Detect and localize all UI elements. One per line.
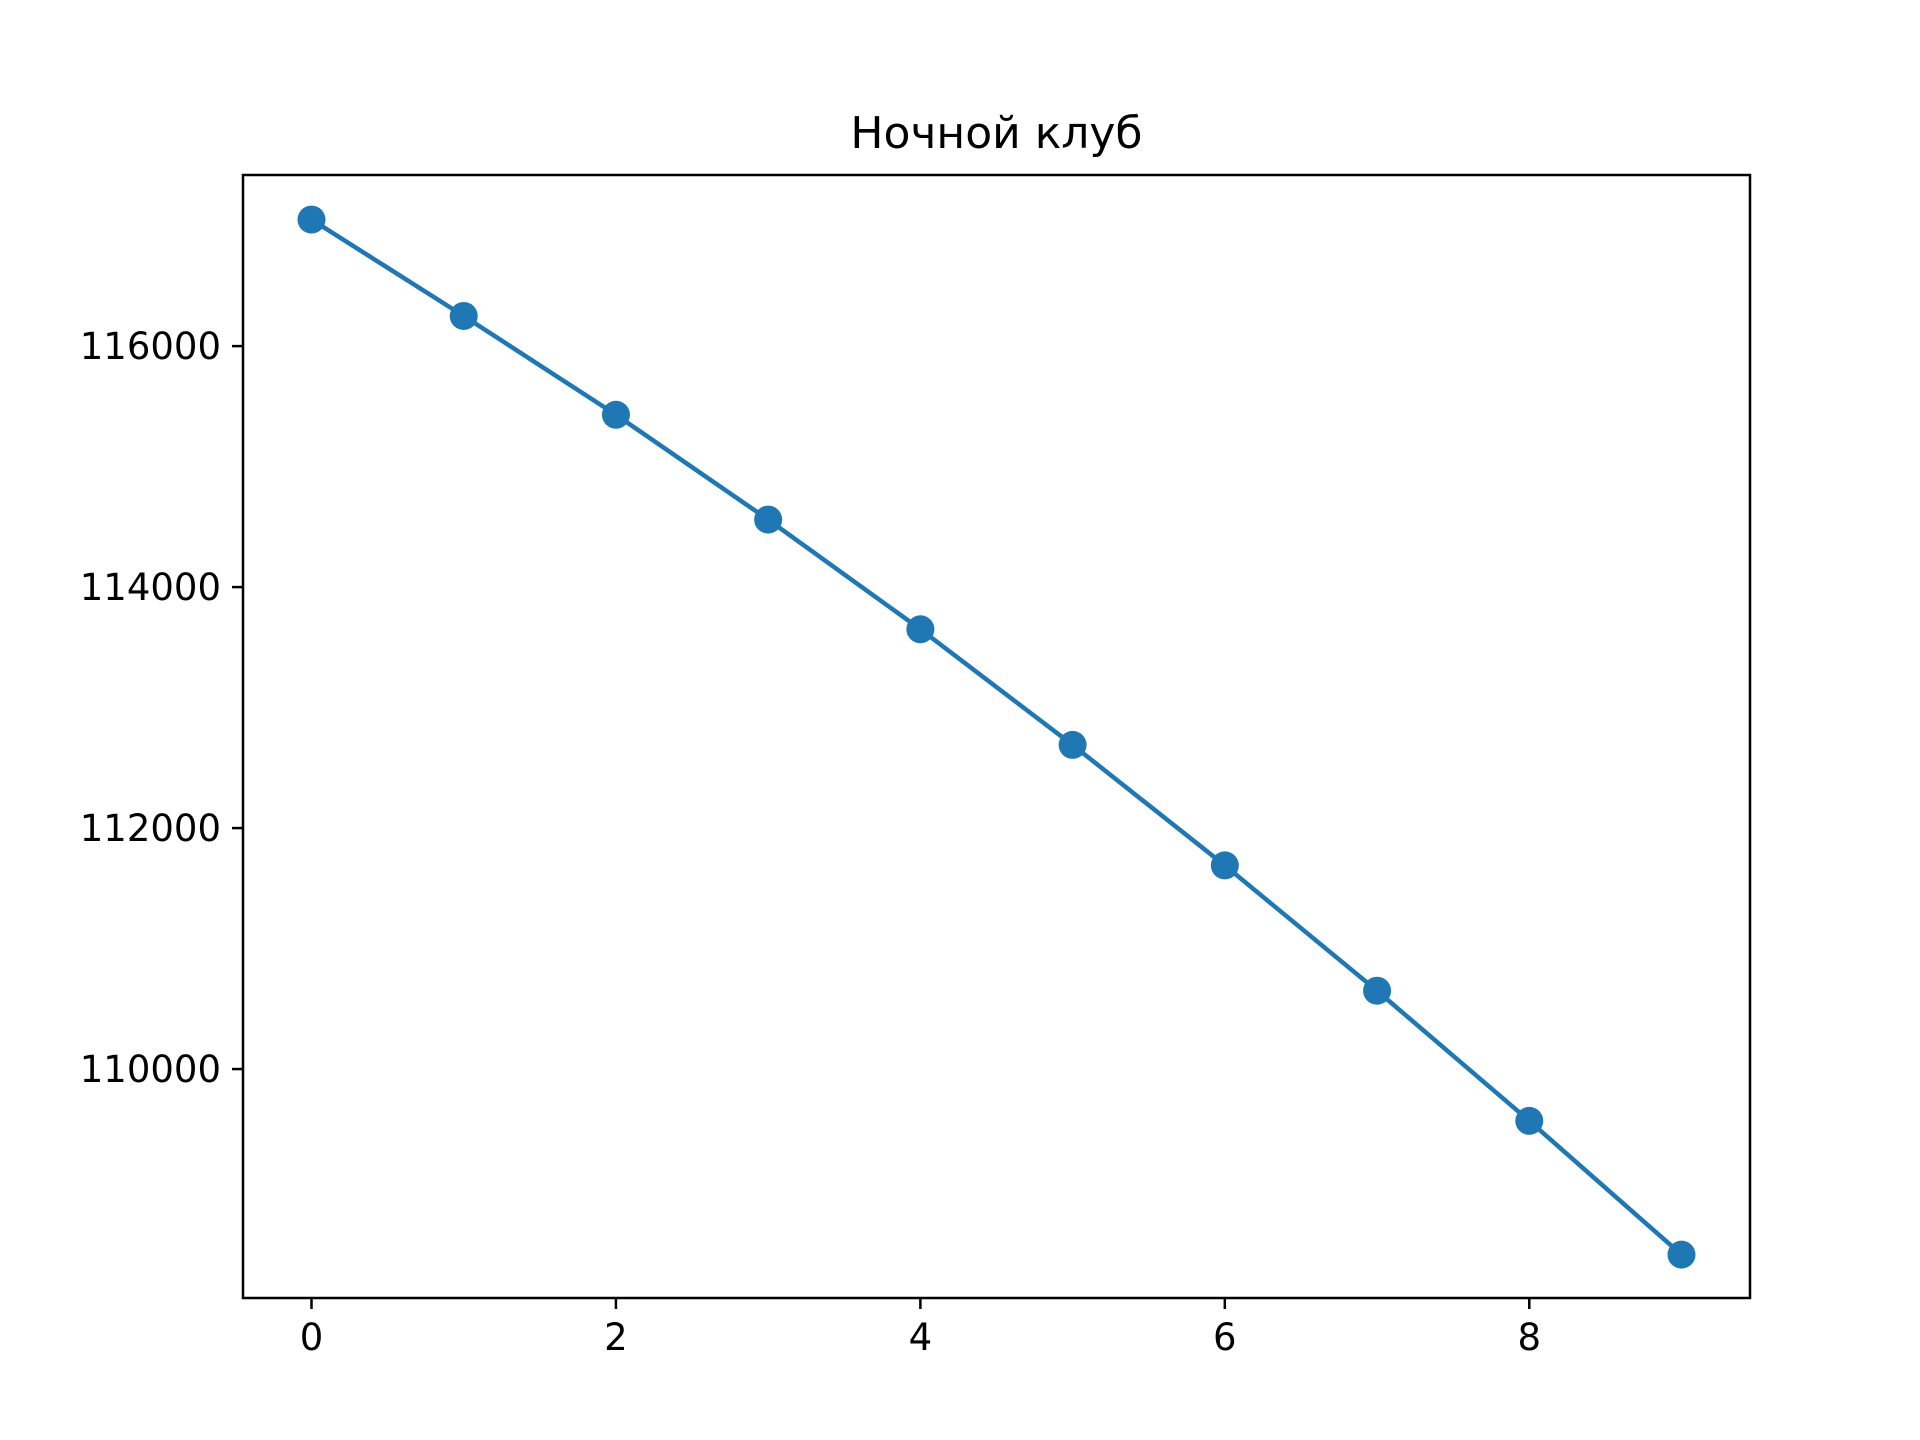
data-point bbox=[1363, 976, 1392, 1005]
y-tick-label: 114000 bbox=[80, 566, 221, 609]
y-tick-label: 110000 bbox=[80, 1048, 221, 1091]
chart-title: Ночной клуб bbox=[850, 108, 1142, 159]
data-point bbox=[449, 301, 478, 330]
x-tick-label: 6 bbox=[1213, 1316, 1237, 1359]
data-point bbox=[1515, 1106, 1544, 1135]
y-tick-label: 116000 bbox=[80, 325, 221, 368]
series-line bbox=[308, 216, 1685, 1258]
data-point bbox=[297, 205, 326, 234]
series-layer bbox=[297, 205, 1696, 1269]
x-tick-label: 4 bbox=[909, 1316, 933, 1359]
data-point bbox=[754, 505, 783, 534]
x-axis-ticks: 0 2 4 6 8 bbox=[300, 1298, 1541, 1359]
plot-area-frame bbox=[241, 173, 1752, 1300]
data-point bbox=[601, 400, 630, 429]
x-tick-label: 8 bbox=[1518, 1316, 1542, 1359]
y-tick-label: 112000 bbox=[80, 807, 221, 850]
data-point bbox=[1058, 730, 1087, 759]
y-axis-ticks: 110000 112000 114000 116000 bbox=[80, 325, 243, 1091]
data-point bbox=[1667, 1240, 1696, 1269]
data-point bbox=[906, 615, 935, 644]
x-tick-label: 0 bbox=[300, 1316, 324, 1359]
x-tick-label: 2 bbox=[604, 1316, 628, 1359]
data-point bbox=[1210, 851, 1239, 880]
